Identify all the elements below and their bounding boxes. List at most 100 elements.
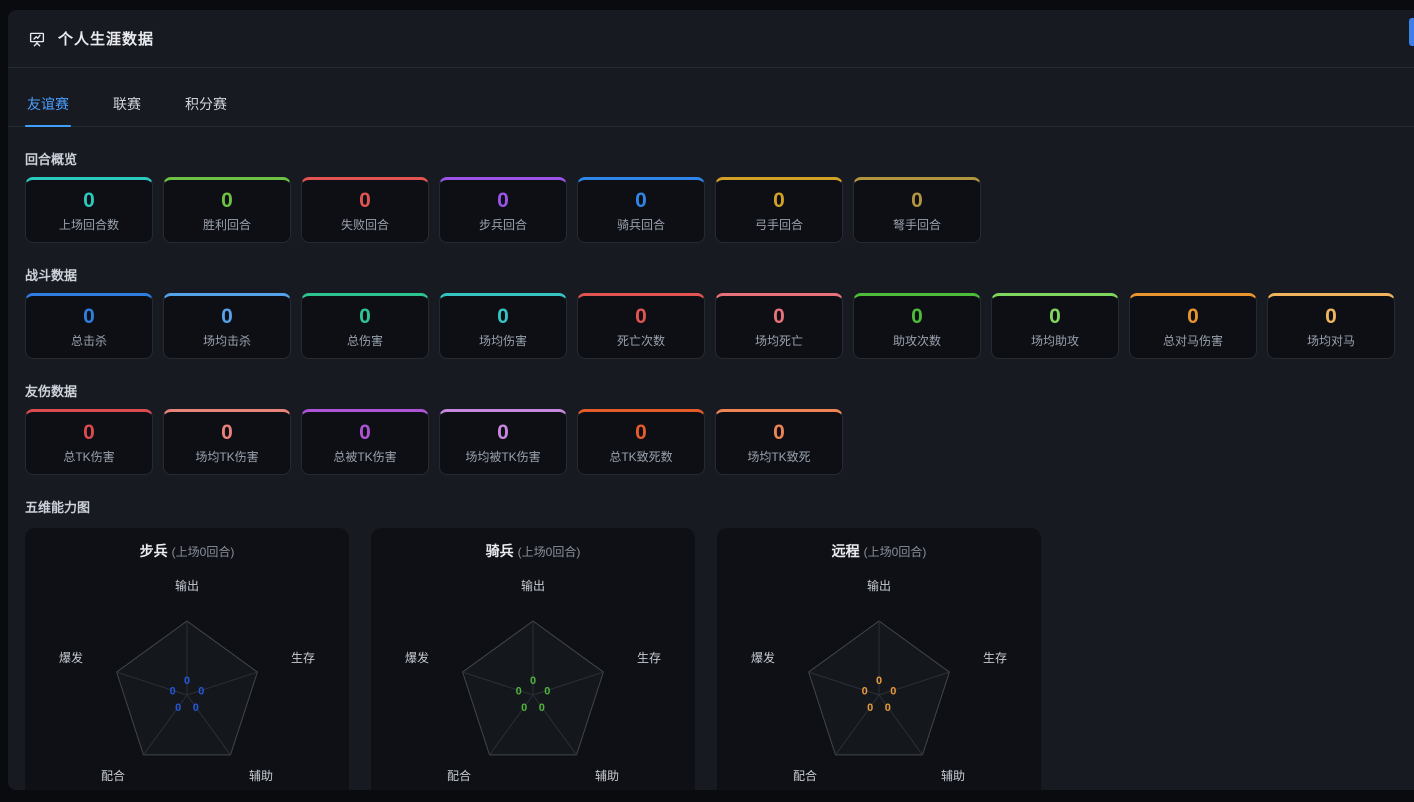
stat-label: 场均对马 — [1306, 334, 1355, 348]
radar-card-2: 远程 (上场0回合) 输出 生存 辅助 配合 爆发 0 0 0 0 0 — [717, 528, 1041, 790]
radar-value-label: 0 — [184, 675, 190, 687]
radar-value-label: 0 — [885, 702, 891, 714]
stat-card: 0 场均助攻 — [991, 293, 1119, 359]
stat-value: 0 — [635, 421, 647, 444]
stat-card: 0 场均TK伤害 — [163, 409, 291, 475]
stat-card: 0 总伤害 — [301, 293, 429, 359]
radar-section-title: 五维能力图 — [25, 500, 91, 515]
radar-axis-label: 输出 — [175, 578, 199, 593]
radar-value-label: 0 — [867, 702, 873, 714]
stat-value: 0 — [773, 189, 785, 212]
section-title-0: 回合概览 — [25, 152, 78, 167]
stat-value: 0 — [221, 189, 233, 212]
stat-label: 总伤害 — [346, 334, 383, 348]
stat-label: 总击杀 — [70, 334, 107, 348]
radar-value-label: 0 — [193, 702, 199, 714]
stat-label: 总TK伤害 — [63, 450, 115, 464]
radar-axis-line — [878, 671, 950, 696]
stat-label: 助攻次数 — [892, 334, 941, 348]
stat-card: 0 总击杀 — [25, 293, 153, 359]
radar-value-label: 0 — [521, 702, 527, 714]
card-row-1: 0 总击杀 0 场均击杀 0 总伤害 0 场均伤害 0 死亡次数 0 场均死亡 0 助攻次数 0 场均助攻 0 总… — [25, 293, 1397, 359]
radar-class-name: 远程 — [831, 543, 860, 559]
radar-axis-line — [835, 694, 880, 756]
radar-value-label: 0 — [876, 675, 882, 687]
tab-1[interactable]: 联赛 — [113, 96, 141, 112]
stat-label: 上场回合数 — [58, 218, 119, 232]
stat-value: 0 — [635, 305, 647, 328]
radar-axis-line — [878, 694, 923, 756]
stat-card: 0 场均死亡 — [715, 293, 843, 359]
radar-axis-label: 生存 — [291, 651, 315, 665]
stat-card: 0 总TK伤害 — [25, 409, 153, 475]
stat-card: 0 场均伤害 — [439, 293, 567, 359]
radar-value-label: 0 — [539, 702, 545, 714]
stat-value: 0 — [911, 305, 923, 328]
card-row-2: 0 总TK伤害 0 场均TK伤害 0 总被TK伤害 0 场均被TK伤害 0 总TK致死数 0 场均TK… — [25, 409, 1397, 475]
radar-axis-line — [186, 671, 258, 696]
stat-value: 0 — [497, 421, 509, 444]
radar-axis-line — [532, 671, 604, 696]
radar-value-label: 0 — [544, 685, 550, 697]
stat-value: 0 — [497, 189, 509, 212]
stat-value: 0 — [497, 305, 509, 328]
radar-value-label: 0 — [198, 685, 204, 697]
radar-axis-line — [462, 671, 534, 696]
stat-card: 0 场均对马 — [1267, 293, 1395, 359]
radar-class-name: 骑兵 — [485, 543, 514, 559]
page-header: 个人生涯数据 — [8, 10, 1414, 68]
stat-value: 0 — [83, 189, 95, 212]
radar-axis-line — [116, 671, 188, 696]
stat-card: 0 场均击杀 — [163, 293, 291, 359]
stat-value: 0 — [83, 421, 95, 444]
stat-label: 胜利回合 — [202, 218, 251, 232]
radar-axis-line — [489, 694, 534, 756]
stat-card: 0 胜利回合 — [163, 177, 291, 243]
stat-card: 0 上场回合数 — [25, 177, 153, 243]
stat-value: 0 — [221, 421, 233, 444]
stat-label: 弓手回合 — [754, 218, 803, 232]
radar-row: 步兵 (上场0回合) 输出 生存 辅助 配合 爆发 0 0 0 0 0 骑兵 (上场0回合) 输出 生存 辅助配… — [25, 528, 1397, 790]
section-title-1: 战斗数据 — [25, 268, 78, 283]
stat-card: 0 弩手回合 — [853, 177, 981, 243]
radar-axis-line — [186, 694, 231, 756]
radar-axis-line — [532, 694, 577, 756]
stat-label: 弩手回合 — [892, 218, 941, 232]
stat-label: 步兵回合 — [478, 218, 527, 232]
stat-value: 0 — [359, 421, 371, 444]
radar-axis-label: 爆发 — [59, 650, 83, 665]
radar-subtitle: (上场0回合) — [171, 545, 235, 559]
stat-sections: 回合概览 0 上场回合数 0 胜利回合 0 失败回合 0 步兵回合 0 骑兵回合 0 弓手回合 0 弩手回合… — [25, 149, 1397, 475]
stat-value: 0 — [221, 305, 233, 328]
stat-value: 0 — [1049, 305, 1061, 328]
stat-label: 总TK致死数 — [609, 450, 673, 464]
stat-label: 死亡次数 — [616, 334, 665, 348]
radar-axis-label: 爆发 — [751, 650, 775, 665]
edge-clipped-button[interactable] — [1409, 18, 1414, 46]
stat-label: 场均伤害 — [478, 334, 527, 348]
radar-value-label: 0 — [170, 685, 176, 697]
stat-label: 总对马伤害 — [1162, 334, 1223, 348]
stat-card: 0 总对马伤害 — [1129, 293, 1257, 359]
radar-axis-label: 生存 — [637, 651, 661, 665]
radar-value-label: 0 — [890, 685, 896, 697]
radar-card-1: 骑兵 (上场0回合) 输出 生存 辅助 配合 爆发 0 0 0 0 0 — [371, 528, 695, 790]
radar-axis-label: 生存 — [983, 651, 1007, 665]
stat-value: 0 — [773, 421, 785, 444]
stat-label: 失败回合 — [340, 218, 389, 232]
radar-title: 骑兵 (上场0回合) — [371, 541, 695, 562]
stat-label: 总被TK伤害 — [333, 450, 397, 464]
stat-card: 0 助攻次数 — [853, 293, 981, 359]
tab-2[interactable]: 积分赛 — [185, 96, 227, 112]
radar-value-label: 0 — [175, 702, 181, 714]
stat-label: 骑兵回合 — [616, 218, 665, 232]
radar-subtitle: (上场0回合) — [863, 545, 927, 559]
radar-axis-label: 配合 — [101, 768, 125, 783]
stat-label: 场均助攻 — [1030, 334, 1079, 348]
tab-0[interactable]: 友谊赛 — [25, 88, 71, 127]
stat-label: 场均死亡 — [754, 334, 803, 348]
stat-value: 0 — [1187, 305, 1199, 328]
stat-label: 场均被TK伤害 — [465, 450, 541, 464]
